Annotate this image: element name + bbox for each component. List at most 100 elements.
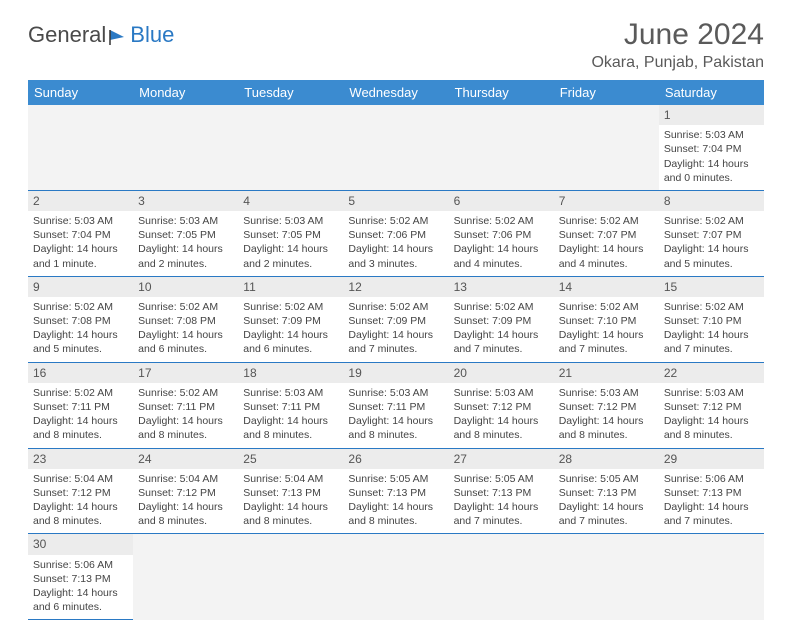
empty-cell: [449, 534, 554, 620]
calendar-table: Sunday Monday Tuesday Wednesday Thursday…: [28, 80, 764, 620]
day-number: 19: [343, 363, 448, 383]
sunset-line: Sunset: 7:11 PM: [138, 400, 233, 414]
sunset-line: Sunset: 7:07 PM: [559, 228, 654, 242]
sunrise-line: Sunrise: 5:02 AM: [138, 300, 233, 314]
day-cell: 28 Sunrise: 5:05 AMSunset: 7:13 PMDayligh…: [554, 448, 659, 534]
day-cell: 11Sunrise: 5:02 AMSunset: 7:09 PMDayligh…: [238, 276, 343, 362]
day-number: 22: [659, 363, 764, 383]
day-cell: 25Sunrise: 5:04 AMSunset: 7:13 PMDayligh…: [238, 448, 343, 534]
day-cell: 20Sunrise: 5:03 AMSunset: 7:12 PMDayligh…: [449, 362, 554, 448]
day-number: 3: [133, 191, 238, 211]
daylight-line: Daylight: 14 hours and 6 minutes.: [138, 328, 233, 356]
sunset-line: Sunset: 7:11 PM: [243, 400, 338, 414]
day-cell: 21Sunrise: 5:03 AMSunset: 7:12 PMDayligh…: [554, 362, 659, 448]
sunrise-line: Sunrise: 5:06 AM: [33, 558, 128, 572]
sunrise-line: Sunrise: 5:03 AM: [243, 214, 338, 228]
day-cell: 8Sunrise: 5:02 AMSunset: 7:07 PMDaylight…: [659, 190, 764, 276]
week-row: 30 Sunrise: 5:06 AMSunset: 7:13 PMDayligh…: [28, 534, 764, 620]
day-cell: 9Sunrise: 5:02 AMSunset: 7:08 PMDaylight…: [28, 276, 133, 362]
daylight-line: Daylight: 14 hours and 6 minutes.: [243, 328, 338, 356]
col-thursday: Thursday: [449, 80, 554, 105]
day-number: 5: [343, 191, 448, 211]
day-cell: 16Sunrise: 5:02 AMSunset: 7:11 PMDayligh…: [28, 362, 133, 448]
sunset-line: Sunset: 7:06 PM: [348, 228, 443, 242]
day-cell: 6Sunrise: 5:02 AMSunset: 7:06 PMDaylight…: [449, 190, 554, 276]
empty-cell: [449, 105, 554, 190]
day-cell: 26Sunrise: 5:05 AMSunset: 7:13 PMDayligh…: [343, 448, 448, 534]
sunset-line: Sunset: 7:08 PM: [138, 314, 233, 328]
daylight-line: Daylight: 14 hours and 4 minutes.: [454, 242, 549, 270]
day-number: 29: [659, 449, 764, 469]
day-cell: 15Sunrise: 5:02 AMSunset: 7:10 PMDayligh…: [659, 276, 764, 362]
sunset-line: Sunset: 7:12 PM: [454, 400, 549, 414]
daylight-line: Daylight: 14 hours and 8 minutes.: [33, 414, 128, 442]
daylight-line: Daylight: 14 hours and 5 minutes.: [33, 328, 128, 356]
day-number: 6: [449, 191, 554, 211]
empty-cell: [133, 105, 238, 190]
week-row: 23Sunrise: 5:04 AMSunset: 7:12 PMDayligh…: [28, 448, 764, 534]
day-cell: 5Sunrise: 5:02 AMSunset: 7:06 PMDaylight…: [343, 190, 448, 276]
sunset-line: Sunset: 7:13 PM: [348, 486, 443, 500]
daylight-line: Daylight: 14 hours and 8 minutes.: [243, 414, 338, 442]
day-cell: 14Sunrise: 5:02 AMSunset: 7:10 PMDayligh…: [554, 276, 659, 362]
col-friday: Friday: [554, 80, 659, 105]
title-block: June 2024 Okara, Punjab, Pakistan: [591, 18, 764, 72]
sunrise-line: Sunrise: 5:04 AM: [33, 472, 128, 486]
daylight-line: Daylight: 14 hours and 7 minutes.: [559, 500, 654, 528]
empty-cell: [133, 534, 238, 620]
day-number: 28: [554, 449, 659, 469]
day-number: 13: [449, 277, 554, 297]
week-row: 2Sunrise: 5:03 AMSunset: 7:04 PMDaylight…: [28, 190, 764, 276]
sunset-line: Sunset: 7:13 PM: [33, 572, 128, 586]
col-sunday: Sunday: [28, 80, 133, 105]
day-number: 30: [28, 534, 133, 554]
sunset-line: Sunset: 7:12 PM: [138, 486, 233, 500]
sunset-line: Sunset: 7:09 PM: [243, 314, 338, 328]
day-number: 7: [554, 191, 659, 211]
sunset-line: Sunset: 7:12 PM: [559, 400, 654, 414]
daylight-line: Daylight: 14 hours and 8 minutes.: [454, 414, 549, 442]
day-number: 10: [133, 277, 238, 297]
daylight-line: Daylight: 14 hours and 6 minutes.: [33, 586, 128, 614]
day-cell: 3Sunrise: 5:03 AMSunset: 7:05 PMDaylight…: [133, 190, 238, 276]
page-header: General Blue June 2024 Okara, Punjab, Pa…: [28, 18, 764, 72]
sunset-line: Sunset: 7:13 PM: [243, 486, 338, 500]
sunrise-line: Sunrise: 5:04 AM: [243, 472, 338, 486]
daylight-line: Daylight: 14 hours and 7 minutes.: [454, 328, 549, 356]
sunset-line: Sunset: 7:13 PM: [559, 486, 654, 500]
day-cell: 4Sunrise: 5:03 AMSunset: 7:05 PMDaylight…: [238, 190, 343, 276]
sunset-line: Sunset: 7:07 PM: [664, 228, 759, 242]
day-cell: 27Sunrise: 5:05 AMSunset: 7:13 PMDayligh…: [449, 448, 554, 534]
day-number: 25: [238, 449, 343, 469]
day-cell: 29Sunrise: 5:06 AMSunset: 7:13 PMDayligh…: [659, 448, 764, 534]
daylight-line: Daylight: 14 hours and 0 minutes.: [664, 157, 759, 185]
daylight-line: Daylight: 14 hours and 8 minutes.: [664, 414, 759, 442]
empty-cell: [28, 105, 133, 190]
daylight-line: Daylight: 14 hours and 5 minutes.: [664, 242, 759, 270]
day-cell: 13Sunrise: 5:02 AMSunset: 7:09 PMDayligh…: [449, 276, 554, 362]
sunrise-line: Sunrise: 5:05 AM: [559, 472, 654, 486]
col-wednesday: Wednesday: [343, 80, 448, 105]
sunrise-line: Sunrise: 5:03 AM: [348, 386, 443, 400]
daylight-line: Daylight: 14 hours and 8 minutes.: [138, 500, 233, 528]
day-number: 26: [343, 449, 448, 469]
logo-text-2: Blue: [130, 22, 174, 48]
sunset-line: Sunset: 7:05 PM: [138, 228, 233, 242]
day-number: 14: [554, 277, 659, 297]
sunset-line: Sunset: 7:04 PM: [33, 228, 128, 242]
day-cell: 17Sunrise: 5:02 AMSunset: 7:11 PMDayligh…: [133, 362, 238, 448]
sunrise-line: Sunrise: 5:03 AM: [243, 386, 338, 400]
daylight-line: Daylight: 14 hours and 2 minutes.: [138, 242, 233, 270]
logo-text-1: General: [28, 22, 106, 48]
day-cell: 18Sunrise: 5:03 AMSunset: 7:11 PMDayligh…: [238, 362, 343, 448]
day-cell: 1Sunrise: 5:03 AMSunset: 7:04 PMDaylight…: [659, 105, 764, 190]
day-cell: 24Sunrise: 5:04 AMSunset: 7:12 PMDayligh…: [133, 448, 238, 534]
sunrise-line: Sunrise: 5:02 AM: [454, 300, 549, 314]
empty-cell: [554, 105, 659, 190]
sunset-line: Sunset: 7:05 PM: [243, 228, 338, 242]
sunrise-line: Sunrise: 5:03 AM: [664, 386, 759, 400]
day-cell: 12Sunrise: 5:02 AMSunset: 7:09 PMDayligh…: [343, 276, 448, 362]
daylight-line: Daylight: 14 hours and 7 minutes.: [664, 500, 759, 528]
day-cell: 2Sunrise: 5:03 AMSunset: 7:04 PMDaylight…: [28, 190, 133, 276]
sunrise-line: Sunrise: 5:03 AM: [33, 214, 128, 228]
